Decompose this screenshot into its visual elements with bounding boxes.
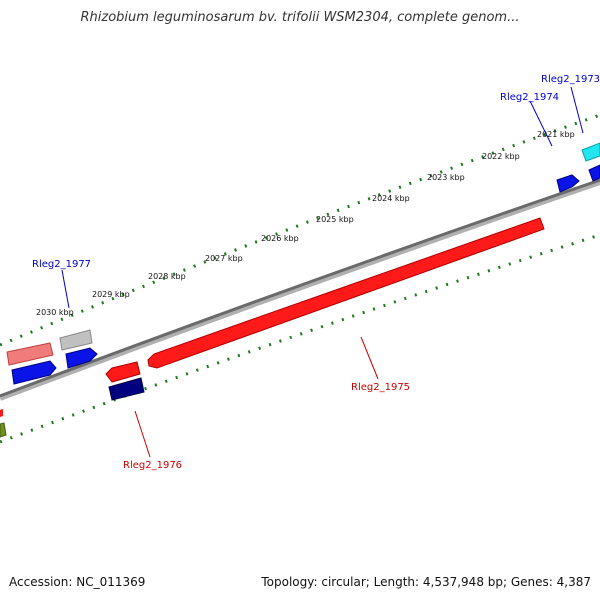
gene-blue-forward-2[interactable]: [11, 360, 57, 385]
leader-line-1974: [529, 100, 553, 147]
scale-label-2028: 2028 kbp: [148, 272, 186, 281]
scale-label-2029: 2029 kbp: [92, 290, 130, 299]
leader-line-1973: [570, 86, 584, 134]
scale-label-2030: 2030 kbp: [36, 308, 74, 317]
genome-backbone-shadow: [0, 179, 600, 401]
genome-backbone: [0, 178, 600, 398]
gene-label-rleg2-1977[interactable]: Rleg2_1977: [32, 259, 91, 270]
gene-red-edge[interactable]: [0, 409, 3, 417]
scale-label-2025: 2025 kbp: [316, 215, 354, 224]
scale-label-2027: 2027 kbp: [205, 254, 243, 263]
leader-line-1976: [134, 410, 151, 458]
accession-text: Accession: NC_011369: [9, 575, 146, 589]
gene-rleg2-1974[interactable]: [556, 164, 600, 193]
gene-rleg2-1976[interactable]: [108, 377, 145, 401]
gene-rleg2-1977[interactable]: [65, 347, 98, 369]
gene-red-small[interactable]: [105, 361, 141, 383]
gene-label-rleg2-1976[interactable]: Rleg2_1976: [123, 460, 182, 471]
gene-label-rleg2-1973[interactable]: Rleg2_1973: [541, 74, 600, 85]
genome-summary-text: Topology: circular; Length: 4,537,948 bp…: [261, 575, 591, 589]
gene-rleg2-1975[interactable]: [147, 217, 545, 369]
scale-labels: 2021 kbp 2022 kbp 2023 kbp 2024 kbp 2025…: [36, 130, 575, 317]
map-title: Rhizobium leguminosarum bv. trifolii WSM…: [80, 10, 520, 25]
gene-olive-reverse[interactable]: [0, 422, 7, 438]
gene-pink-forward[interactable]: [6, 342, 54, 366]
scale-label-2026: 2026 kbp: [261, 234, 299, 243]
scale-label-2024: 2024 kbp: [372, 194, 410, 203]
scale-label-2023: 2023 kbp: [427, 173, 465, 182]
leader-line-1977: [61, 269, 70, 309]
gene-gray-forward[interactable]: [59, 329, 93, 351]
scale-label-2022: 2022 kbp: [482, 152, 520, 161]
leader-line-1975: [360, 336, 379, 380]
gene-rleg2-1973[interactable]: [581, 142, 600, 162]
gene-label-rleg2-1975[interactable]: Rleg2_1975: [351, 382, 410, 393]
scale-label-2021: 2021 kbp: [537, 130, 575, 139]
gene-label-rleg2-1974[interactable]: Rleg2_1974: [500, 92, 559, 103]
